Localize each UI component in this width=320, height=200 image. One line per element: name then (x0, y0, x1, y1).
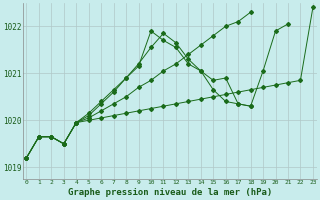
X-axis label: Graphe pression niveau de la mer (hPa): Graphe pression niveau de la mer (hPa) (68, 188, 272, 197)
